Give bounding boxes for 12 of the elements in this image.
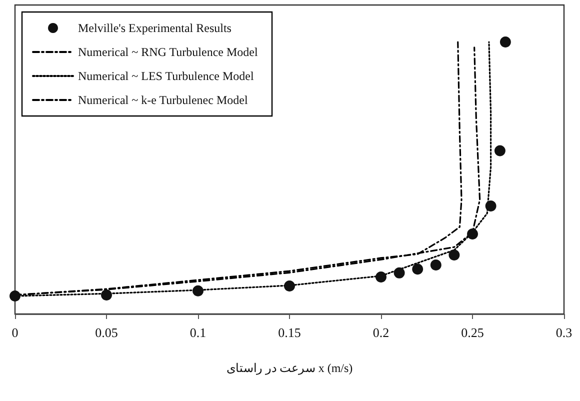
x-tick-label: 0 <box>12 325 18 340</box>
x-tick-label: 0.15 <box>278 325 301 340</box>
legend-label: Numerical ~ k-e Turbulenec Model <box>78 93 248 107</box>
x-tick-label: 0.25 <box>461 325 484 340</box>
x-tick-label: 0.3 <box>556 325 572 340</box>
legend-label: Melville's Experimental Results <box>78 21 232 35</box>
x-tick-label: 0.1 <box>190 325 206 340</box>
x-tick-label: 0.2 <box>372 325 390 340</box>
x-tick-label: 0.05 <box>95 325 118 340</box>
legend-label: Numerical ~ LES Turbulence Model <box>78 69 254 83</box>
x-axis-title: سرعت در راستای x (m/s) <box>226 361 353 375</box>
legend-label: Numerical ~ RNG Turbulence Model <box>78 45 258 59</box>
